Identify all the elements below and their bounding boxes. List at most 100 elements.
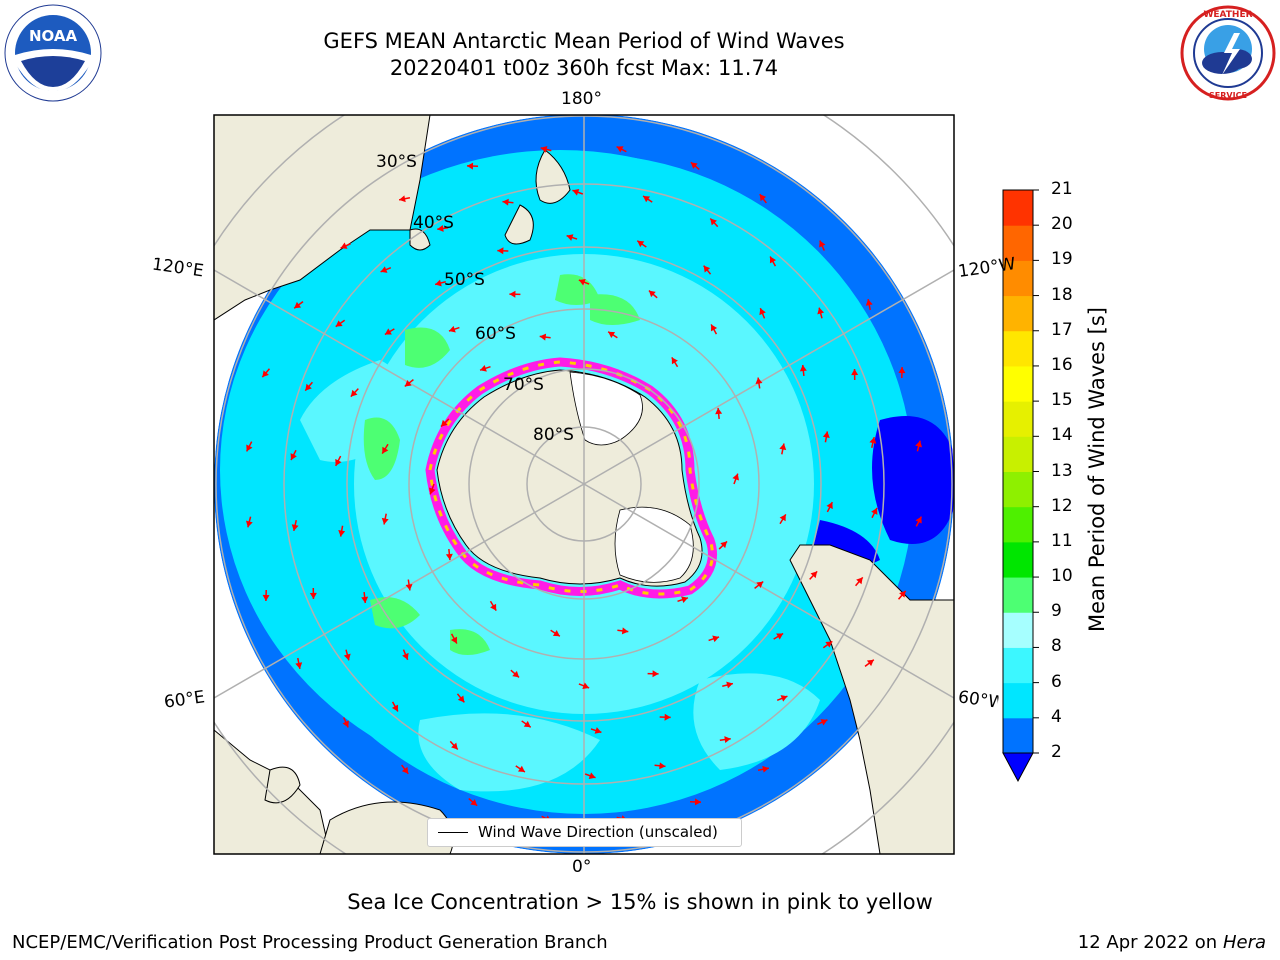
footer-host: Hera [1222, 932, 1266, 953]
wind-wave-arrowhead [616, 146, 624, 153]
colorbar-segment [1003, 717, 1033, 754]
colorbar-tick-label: 9 [1051, 601, 1062, 622]
wind-wave-arrowhead [480, 364, 487, 372]
chart-subtitle: 20220401 t00z 360h fcst Max: 11.74 [389, 56, 779, 80]
wind-wave-arrowhead [552, 630, 560, 637]
map-legend: Wind Wave Direction (unscaled) [427, 818, 742, 847]
land-new-zealand [535, 149, 571, 204]
wind-wave-arrowhead [448, 325, 456, 333]
wind-wave-arrowhead [825, 641, 833, 648]
wind-wave-arrowhead [664, 713, 671, 721]
wind-wave-arrowhead [769, 256, 777, 264]
wind-wave-arrowhead [732, 473, 740, 481]
lat-label-70S: 70°S [503, 375, 544, 395]
legend-label: Wind Wave Direction (unscaled) [478, 823, 718, 841]
wind-wave-arrowhead [361, 596, 369, 604]
wind-wave-arrowhead [720, 541, 728, 549]
lon-label-top: 180° [561, 89, 602, 109]
wind-wave-arrowhead [512, 670, 520, 678]
wind-wave-arrowhead [648, 290, 656, 298]
colorbar-tick-label: 11 [1051, 530, 1073, 551]
wind-wave-arrows [245, 145, 923, 823]
lat-label-30S: 30°S [376, 152, 417, 172]
colorbar-tick-label: 20 [1051, 214, 1073, 235]
lat-label-40S: 40°S [413, 213, 454, 233]
wind-wave-arrowhead [643, 196, 651, 203]
colorbar-segment [1003, 295, 1033, 332]
colorbar-tick-label: 17 [1051, 319, 1073, 340]
wind-wave-arrowhead [466, 162, 474, 170]
land-new-zealand-south [504, 204, 534, 245]
wind-wave-arrowhead [726, 681, 733, 689]
wind-wave-arrowhead [681, 596, 688, 604]
wind-wave-arrowhead [294, 301, 302, 309]
wind-wave-arrowhead [309, 592, 317, 599]
wind-wave-arrowhead [523, 720, 531, 728]
wind-wave-arrowhead [779, 443, 787, 451]
colorbar-tick-label: 13 [1051, 460, 1073, 481]
wind-wave-arrowhead [509, 290, 516, 298]
wind-wave-arrowhead [335, 458, 342, 466]
deep-blue-patch-east [872, 416, 954, 544]
footer-date-text: 12 Apr 2022 on [1077, 932, 1223, 953]
wind-wave-arrowhead [588, 772, 596, 779]
wind-wave-arrowhead [428, 487, 436, 495]
colorbar-segment [1003, 471, 1033, 508]
colorbar-tick-label: 19 [1051, 249, 1073, 270]
wind-wave-arrowhead [871, 507, 878, 515]
wind-wave-arrowhead [470, 799, 478, 806]
wind-wave-arrowhead [817, 307, 825, 315]
noaa-logo: NOAA [4, 4, 102, 102]
colorbar-segment [1003, 190, 1033, 226]
wind-wave-arrowhead [380, 266, 388, 273]
svg-text:WEATHER: WEATHER [1203, 10, 1252, 20]
wind-wave-arrowhead [246, 444, 253, 452]
green-patch-6 [590, 294, 640, 325]
wind-wave-arrowhead [350, 389, 358, 397]
colorbar-tick-label: 14 [1051, 425, 1073, 446]
wind-wave-arrowhead [671, 357, 678, 365]
wind-wave-arrowhead [724, 736, 731, 744]
chart-title: GEFS MEAN Antarctic Mean Period of Wind … [323, 29, 845, 53]
ocean-patch-2 [693, 673, 820, 770]
colorbar-segment [1003, 577, 1033, 613]
wind-wave-arrowhead [457, 695, 465, 703]
wind-wave-arrowhead [290, 453, 297, 461]
wind-wave-arrowhead [637, 240, 645, 248]
wind-wave-arrowhead [291, 524, 299, 531]
wind-wave-arrowhead [898, 366, 906, 374]
svg-text:SERVICE: SERVICE [1209, 91, 1247, 100]
wind-wave-arrowhead [381, 517, 389, 525]
wind-wave-arrowhead [779, 514, 786, 522]
wind-wave-arrowhead [594, 727, 602, 734]
wind-wave-arrowhead [869, 437, 877, 444]
wind-wave-arrowhead [820, 719, 828, 726]
colorbar-segment [1003, 365, 1033, 402]
colorbar-tick-label: 6 [1051, 671, 1062, 692]
wind-wave-arrowhead [305, 383, 312, 391]
colorbar-tick-label: 18 [1051, 284, 1073, 305]
wind-wave-arrowhead [915, 516, 922, 524]
map-frame [213, 114, 955, 855]
wind-wave-arrowhead [690, 162, 698, 169]
colorbar-segment [1003, 682, 1033, 719]
wind-wave-arrowhead [799, 364, 807, 372]
wind-wave-arrowhead [342, 720, 349, 728]
colorbar-tick-label: 8 [1051, 636, 1062, 657]
wind-wave-arrowhead [780, 695, 788, 702]
colorbar-tick-label: 10 [1051, 566, 1073, 587]
wind-wave-arrowhead [440, 419, 448, 427]
colorbar-segment [1003, 506, 1033, 543]
lat-label-60S: 60°S [475, 324, 516, 344]
wind-wave-arrowhead [762, 765, 769, 773]
lat-label-80S: 80°S [533, 425, 574, 445]
colorbar-segment [1003, 612, 1033, 648]
wind-wave-arrowhead [405, 583, 413, 591]
wind-wave-arrowhead [295, 662, 303, 669]
wind-wave-arrowhead [578, 278, 586, 286]
noaa-logo-text: NOAA [29, 27, 78, 45]
land-tasmania [409, 228, 431, 251]
wind-wave-arrowhead [391, 704, 399, 712]
ocean-patch-3 [418, 713, 600, 792]
wind-wave-arrowhead [715, 407, 723, 415]
